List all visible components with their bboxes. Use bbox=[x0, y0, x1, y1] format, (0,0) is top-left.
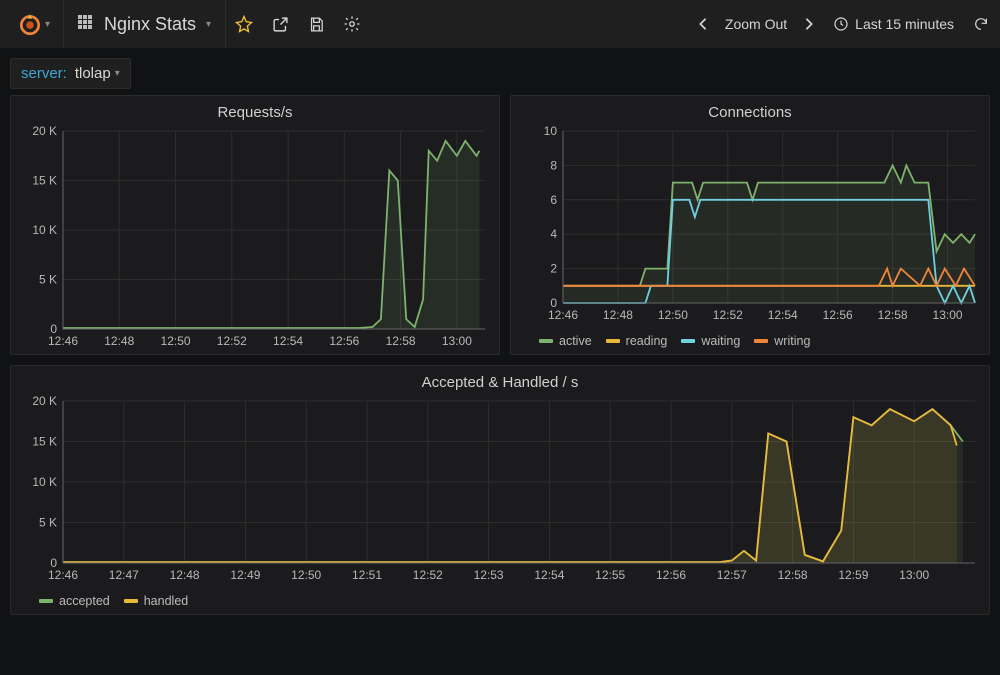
save-button[interactable] bbox=[298, 0, 334, 48]
topbar: ▾ Nginx Stats ▾ Zoom Out L bbox=[0, 0, 1000, 48]
legend-item-handled[interactable]: handled bbox=[124, 594, 189, 608]
settings-button[interactable] bbox=[334, 0, 370, 48]
svg-text:20 K: 20 K bbox=[32, 125, 57, 138]
legend-swatch bbox=[539, 339, 553, 343]
svg-text:12:46: 12:46 bbox=[548, 308, 578, 322]
svg-text:20 K: 20 K bbox=[32, 395, 57, 408]
legend-label: waiting bbox=[701, 334, 740, 348]
svg-text:12:54: 12:54 bbox=[273, 334, 303, 348]
svg-text:12:58: 12:58 bbox=[778, 568, 808, 582]
svg-text:10: 10 bbox=[544, 125, 558, 138]
star-button[interactable] bbox=[226, 0, 262, 48]
legend-swatch bbox=[606, 339, 620, 343]
panel-title: Requests/s bbox=[21, 104, 489, 121]
panel-title: Accepted & Handled / s bbox=[21, 374, 979, 391]
svg-text:4: 4 bbox=[550, 227, 557, 241]
legend-item-writing[interactable]: writing bbox=[754, 334, 810, 348]
legend-swatch bbox=[754, 339, 768, 343]
svg-text:15 K: 15 K bbox=[32, 435, 57, 449]
svg-text:12:55: 12:55 bbox=[595, 568, 625, 582]
chevron-down-icon: ▾ bbox=[206, 19, 211, 30]
svg-text:12:56: 12:56 bbox=[656, 568, 686, 582]
svg-text:8: 8 bbox=[550, 158, 557, 172]
svg-text:10 K: 10 K bbox=[32, 223, 57, 237]
panel-requests[interactable]: Requests/s 05 K10 K15 K20 K12:4612:4812:… bbox=[10, 95, 500, 355]
svg-text:12:54: 12:54 bbox=[768, 308, 798, 322]
panel-connections[interactable]: Connections 024681012:4612:4812:5012:521… bbox=[510, 95, 990, 355]
svg-text:12:59: 12:59 bbox=[838, 568, 868, 582]
legend-label: writing bbox=[774, 334, 810, 348]
panel-title: Connections bbox=[521, 104, 979, 121]
svg-text:5 K: 5 K bbox=[39, 273, 57, 287]
svg-text:12:58: 12:58 bbox=[878, 308, 908, 322]
legend-item-waiting[interactable]: waiting bbox=[681, 334, 740, 348]
template-var-row: server: tlolap ▾ bbox=[0, 48, 1000, 95]
svg-text:12:48: 12:48 bbox=[603, 308, 633, 322]
svg-text:12:51: 12:51 bbox=[352, 568, 382, 582]
svg-text:5 K: 5 K bbox=[39, 516, 57, 530]
legend-label: accepted bbox=[59, 594, 110, 608]
svg-text:12:50: 12:50 bbox=[658, 308, 688, 322]
legend-label: active bbox=[559, 334, 592, 348]
refresh-button[interactable] bbox=[966, 0, 996, 48]
svg-text:12:58: 12:58 bbox=[386, 334, 416, 348]
legend-label: reading bbox=[626, 334, 668, 348]
svg-text:12:48: 12:48 bbox=[170, 568, 200, 582]
legend: accepted handled bbox=[21, 594, 979, 608]
legend-item-active[interactable]: active bbox=[539, 334, 592, 348]
svg-text:12:56: 12:56 bbox=[329, 334, 359, 348]
svg-text:12:50: 12:50 bbox=[161, 334, 191, 348]
var-label: server: bbox=[21, 65, 67, 82]
svg-text:12:57: 12:57 bbox=[717, 568, 747, 582]
time-forward-button[interactable] bbox=[797, 0, 821, 48]
svg-text:12:46: 12:46 bbox=[48, 334, 78, 348]
svg-text:12:52: 12:52 bbox=[217, 334, 247, 348]
svg-text:6: 6 bbox=[550, 193, 557, 207]
time-range-label: Last 15 minutes bbox=[855, 16, 954, 32]
grafana-logo[interactable]: ▾ bbox=[4, 0, 64, 48]
time-controls: Zoom Out Last 15 minutes bbox=[691, 0, 996, 48]
svg-text:15 K: 15 K bbox=[32, 174, 57, 188]
time-range-picker[interactable]: Last 15 minutes bbox=[825, 16, 962, 32]
panel-accepted-handled[interactable]: Accepted & Handled / s 05 K10 K15 K20 K1… bbox=[10, 365, 990, 615]
dashboard-title: Nginx Stats bbox=[104, 14, 196, 35]
legend-swatch bbox=[124, 599, 138, 603]
chart-accepted-handled[interactable]: 05 K10 K15 K20 K12:4612:4712:4812:4912:5… bbox=[21, 395, 981, 585]
svg-text:12:52: 12:52 bbox=[413, 568, 443, 582]
svg-text:13:00: 13:00 bbox=[442, 334, 472, 348]
legend: active reading waiting writing bbox=[521, 334, 979, 348]
legend-swatch bbox=[39, 599, 53, 603]
chevron-down-icon: ▾ bbox=[45, 19, 50, 30]
svg-text:12:53: 12:53 bbox=[474, 568, 504, 582]
svg-text:2: 2 bbox=[550, 262, 557, 276]
legend-item-accepted[interactable]: accepted bbox=[39, 594, 110, 608]
chart-connections[interactable]: 024681012:4612:4812:5012:5212:5412:5612:… bbox=[521, 125, 981, 325]
svg-text:12:50: 12:50 bbox=[291, 568, 321, 582]
svg-text:13:00: 13:00 bbox=[899, 568, 929, 582]
svg-text:12:48: 12:48 bbox=[104, 334, 134, 348]
legend-label: handled bbox=[144, 594, 189, 608]
chevron-down-icon: ▾ bbox=[115, 68, 120, 79]
server-variable-picker[interactable]: server: tlolap ▾ bbox=[10, 58, 131, 89]
svg-text:13:00: 13:00 bbox=[933, 308, 963, 322]
svg-text:12:52: 12:52 bbox=[713, 308, 743, 322]
dashboard-picker[interactable]: Nginx Stats ▾ bbox=[64, 0, 226, 48]
svg-text:10 K: 10 K bbox=[32, 475, 57, 489]
svg-text:12:47: 12:47 bbox=[109, 568, 139, 582]
legend-item-reading[interactable]: reading bbox=[606, 334, 668, 348]
chart-requests[interactable]: 05 K10 K15 K20 K12:4612:4812:5012:5212:5… bbox=[21, 125, 491, 351]
svg-text:12:46: 12:46 bbox=[48, 568, 78, 582]
svg-text:12:49: 12:49 bbox=[230, 568, 260, 582]
svg-text:12:54: 12:54 bbox=[534, 568, 564, 582]
share-button[interactable] bbox=[262, 0, 298, 48]
svg-text:12:56: 12:56 bbox=[823, 308, 853, 322]
time-back-button[interactable] bbox=[691, 0, 715, 48]
zoom-out-button[interactable]: Zoom Out bbox=[719, 16, 793, 32]
dashboard-grid-icon bbox=[78, 15, 96, 33]
clock-icon bbox=[833, 16, 849, 32]
legend-swatch bbox=[681, 339, 695, 343]
var-value: tlolap bbox=[75, 65, 111, 82]
